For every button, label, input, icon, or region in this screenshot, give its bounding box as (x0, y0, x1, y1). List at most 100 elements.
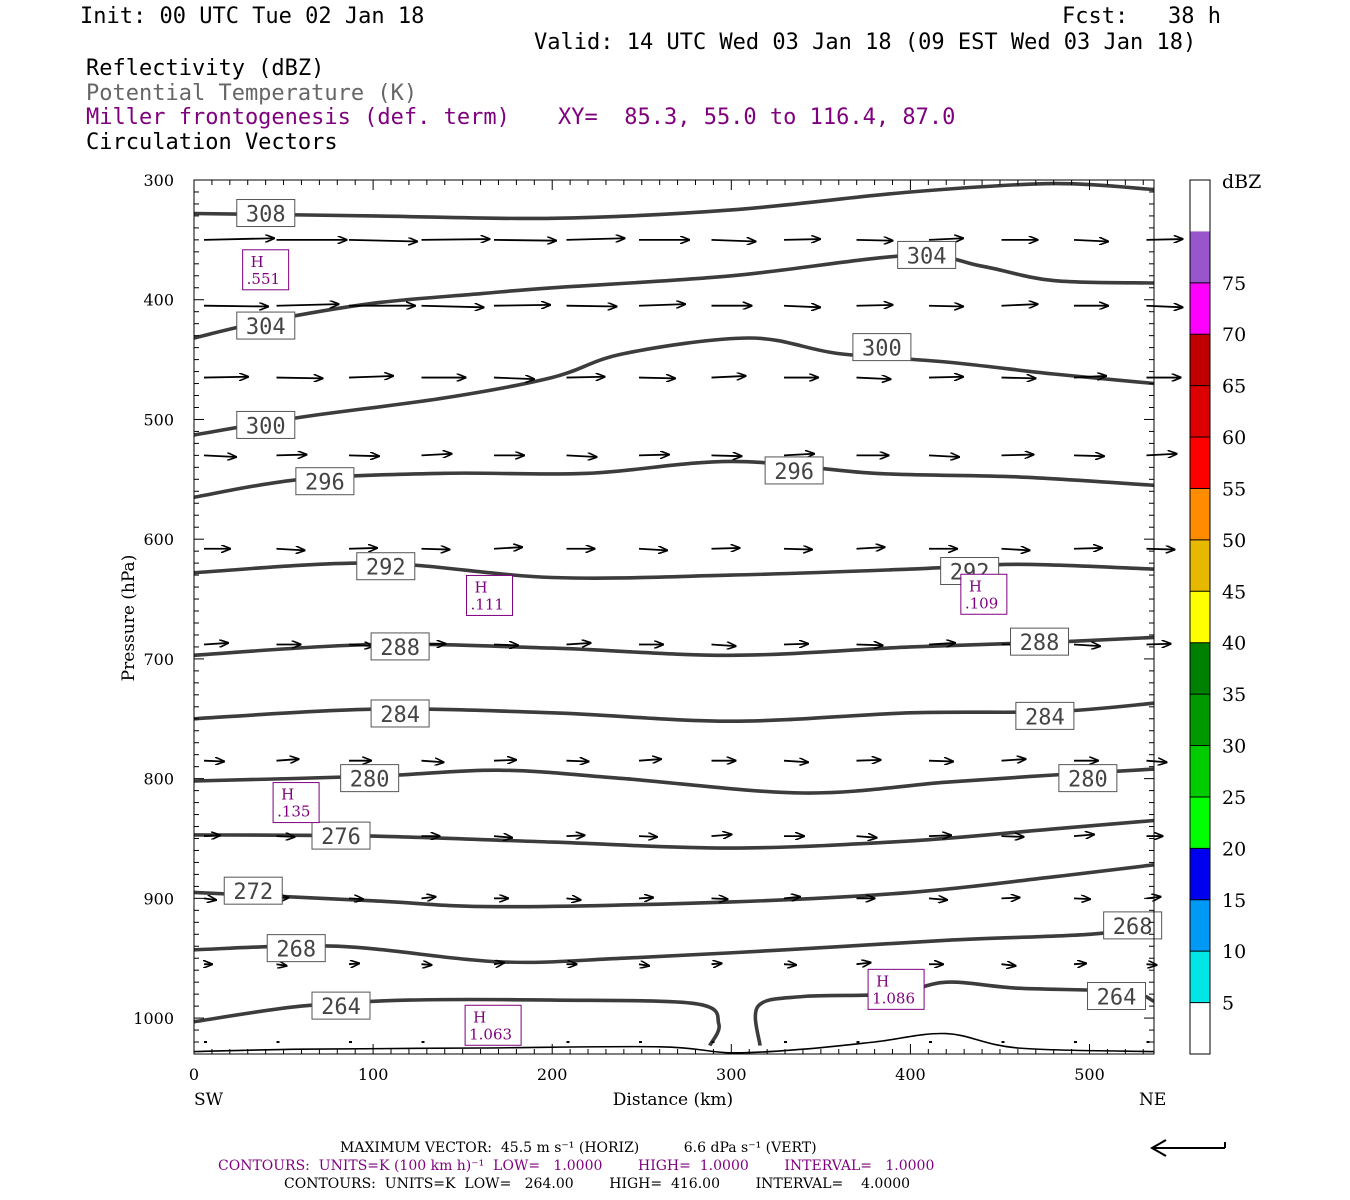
colorbar-label: 50 (1222, 530, 1246, 552)
colorbar-segment (1190, 848, 1210, 900)
circulation-vector (928, 898, 947, 900)
circulation-vector (856, 760, 881, 761)
circulation-vector (203, 835, 220, 836)
x-tick-label: 0 (189, 1065, 199, 1084)
contour-label-box (236, 311, 296, 340)
circulation-vector (1073, 455, 1104, 456)
circulation-vector (566, 455, 597, 457)
x-end-label-ne: NE (1139, 1090, 1166, 1110)
reference-vector-head-icon (1149, 1139, 1167, 1157)
circulation-vector (783, 897, 800, 899)
colorbar-segment (1190, 796, 1210, 849)
circulation-vector (711, 898, 728, 899)
circulation-vector (856, 305, 893, 306)
cross-section-endpoints: XY= 85.3, 55.0 to 116.4, 87.0 (558, 105, 956, 130)
y-tick-label: 700 (143, 650, 174, 669)
circulation-vector (783, 761, 808, 763)
contour-label-280: 280 (350, 768, 390, 793)
contour-label-300: 300 (862, 337, 902, 362)
init-time: Init: 00 UTC Tue 02 Jan 18 (80, 4, 425, 29)
theta-contour-308 (193, 181, 1155, 221)
circulation-vector (421, 761, 444, 763)
circulation-vector (1146, 306, 1183, 308)
circulation-vector (203, 306, 268, 307)
circulation-vector (276, 378, 323, 379)
circulation-vector (1073, 898, 1090, 899)
theta-contour-280 (193, 767, 1155, 795)
contour-label-box (764, 456, 824, 485)
colorbar-segment (1190, 1002, 1210, 1054)
x-tick-label: 300 (716, 1065, 747, 1084)
frontogenesis-max-letter: H (281, 786, 294, 804)
colorbar-segment (1190, 437, 1210, 489)
circulation-vector (711, 834, 732, 836)
colorbar-label: 5 (1222, 993, 1234, 1015)
contour-label-304: 304 (907, 244, 947, 269)
circulation-vector (638, 455, 669, 456)
colorbar-segment (1190, 745, 1210, 797)
circulation-vector (566, 377, 605, 378)
circulation-vector (1146, 761, 1167, 763)
circulation-vector (1073, 645, 1100, 647)
colorbar-segment (1190, 282, 1210, 335)
circulation-vector (928, 761, 953, 762)
contour-label-box (223, 876, 283, 905)
x-end-label-sw: SW (194, 1090, 224, 1110)
contour-label-304: 304 (246, 315, 286, 340)
circulation-vector (348, 548, 377, 549)
circulation-vector (276, 455, 307, 456)
circulation-vector (1001, 549, 1030, 551)
y-axis-label: Pressure (hPa) (119, 555, 139, 682)
contour-label-264: 264 (321, 995, 361, 1020)
circulation-vector (856, 240, 893, 241)
contour-label-268: 268 (1113, 915, 1153, 940)
x-tick-label: 100 (358, 1065, 389, 1084)
circulation-vector (203, 455, 236, 457)
circulation-vector (566, 306, 617, 307)
contour-label-box (356, 552, 416, 581)
field-reflectivity: Reflectivity (dBZ) (86, 56, 325, 81)
circulation-vector (421, 454, 452, 456)
forecast-hour: Fcst: 38 h (1062, 4, 1221, 29)
frontogenesis-max-value: 1.086 (872, 989, 915, 1007)
colorbar-unit: dBZ (1222, 171, 1261, 193)
contour-label-296: 296 (305, 471, 345, 496)
circulation-vector (638, 964, 649, 966)
colorbar-segment (1190, 591, 1210, 643)
frontogenesis-max-box (272, 782, 320, 824)
theta-contour-272 (193, 863, 1155, 909)
circulation-vector (493, 547, 522, 549)
circulation-vector (638, 898, 653, 899)
circulation-vector (493, 836, 512, 838)
colorbar-segment (1190, 488, 1210, 540)
circulation-vector (1001, 759, 1026, 761)
frontogenesis-max-value: .135 (277, 803, 310, 821)
frontogenesis-max-letter: H (969, 577, 982, 595)
circulation-vector (1001, 898, 1020, 899)
circulation-vector (421, 964, 432, 965)
colorbar-segment (1190, 385, 1210, 438)
colorbar-label: 35 (1222, 684, 1246, 706)
colorbar-segment (1190, 642, 1210, 695)
circulation-vector (856, 963, 871, 965)
circulation-vector (928, 238, 963, 240)
circulation-vector (348, 455, 379, 456)
frontogenesis-max-letter: H (473, 1008, 486, 1026)
circulation-vector (566, 761, 589, 762)
frontogenesis-max-value: 1.063 (469, 1025, 512, 1043)
contour-label-272: 272 (233, 880, 273, 905)
colorbar-label: 25 (1222, 787, 1246, 809)
y-tick-label: 300 (143, 171, 174, 190)
circulation-vector (348, 376, 393, 378)
circulation-vector (421, 306, 484, 308)
field-theta: Potential Temperature (K) (86, 81, 418, 106)
circulation-vector (276, 759, 299, 761)
circulation-vector (276, 549, 305, 551)
colorbar-label: 45 (1222, 581, 1246, 603)
colorbar-segment (1190, 180, 1210, 232)
contour-label-300: 300 (246, 414, 286, 439)
y-tick-label: 1000 (133, 1009, 174, 1028)
circulation-vector (856, 378, 891, 380)
